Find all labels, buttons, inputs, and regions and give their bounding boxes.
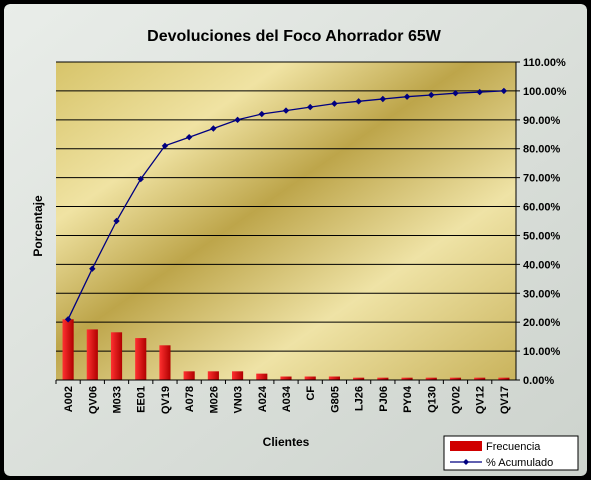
bar <box>328 376 340 380</box>
legend-swatch-acumulado-marker <box>463 459 469 465</box>
bar <box>207 371 219 380</box>
bar <box>449 377 462 380</box>
cumulative-point <box>355 98 362 105</box>
y-tick-label: 100.00% <box>523 86 567 98</box>
x-tick-label: M033 <box>112 386 124 414</box>
x-tick-label: A034 <box>281 385 293 412</box>
x-tick-label: VN03 <box>233 386 245 414</box>
bar <box>425 377 437 380</box>
x-tick-label: QV06 <box>87 386 99 414</box>
cumulative-point <box>307 103 314 111</box>
bar <box>401 377 413 380</box>
gridlines <box>56 61 516 352</box>
bars <box>62 319 510 380</box>
cumulative-point <box>331 100 338 107</box>
cumulative-point <box>282 107 290 114</box>
x-axis-label: Clientes <box>263 435 310 449</box>
cumulative-point <box>89 265 96 272</box>
cumulative-point <box>113 217 120 225</box>
cumulative-point <box>210 125 217 132</box>
y-tick-label: 20.00% <box>523 317 561 329</box>
cumulative-point <box>452 90 459 97</box>
y-tick-label: 90.00% <box>523 115 561 127</box>
y-tick-label: 110.00% <box>523 57 566 69</box>
x-axis-ticks: A002 QV06 M033 EE01 QV19 A078 M026 VN03 A024 A034… <box>55 380 511 414</box>
cumulative-point <box>476 88 483 96</box>
bar <box>280 376 292 380</box>
bar <box>232 371 244 380</box>
x-tick-label: PY04 <box>402 385 414 413</box>
y-tick-label: 70.00% <box>523 173 561 185</box>
y-tick-label: 30.00% <box>523 288 561 300</box>
bar <box>159 345 171 380</box>
legend-label-frecuencia: Frecuencia <box>486 441 541 453</box>
x-tick-label: QV02 <box>450 386 462 414</box>
x-tick-label: QV19 <box>160 386 172 414</box>
bar <box>256 373 268 380</box>
bar <box>110 332 123 380</box>
x-tick-label: PJ06 <box>378 386 390 412</box>
x-tick-label: LJ26 <box>354 386 366 411</box>
bar <box>86 329 98 380</box>
x-tick-label: A078 <box>184 386 196 412</box>
cumulative-point <box>137 175 144 183</box>
bar <box>135 338 147 380</box>
legend-swatch-frecuencia <box>450 441 482 451</box>
cumulative-point <box>64 316 72 323</box>
bar <box>377 377 389 380</box>
cumulative-point <box>234 116 241 124</box>
x-tick-label: M026 <box>208 386 220 414</box>
y-tick-label: 40.00% <box>523 259 561 271</box>
y-tick-label: 0.00% <box>523 375 554 387</box>
cumulative-line-layer <box>64 87 508 323</box>
pareto-chart: Devoluciones del Foco Ahorrador 65W 0.00… <box>4 4 587 476</box>
y-tick-label: 60.00% <box>523 202 561 214</box>
chart-frame: Devoluciones del Foco Ahorrador 65W 0.00… <box>4 4 587 476</box>
cumulative-point <box>258 110 265 118</box>
x-tick-label: A024 <box>257 385 269 412</box>
cumulative-point <box>161 142 169 150</box>
y-tick-label: 80.00% <box>523 144 561 156</box>
x-tick-label: Q130 <box>426 386 438 413</box>
cumulative-point <box>185 133 193 141</box>
x-tick-label: EE01 <box>136 386 148 413</box>
x-tick-label: QV12 <box>475 386 487 414</box>
cumulative-point <box>403 93 411 100</box>
bar <box>353 377 365 380</box>
x-tick-label: QV17 <box>499 386 511 414</box>
y-axis-label: Porcentaje <box>31 195 45 257</box>
x-tick-label: G805 <box>329 386 341 413</box>
x-tick-label: CF <box>305 386 317 401</box>
cumulative-point <box>379 95 387 103</box>
bar <box>304 376 316 380</box>
cumulative-point <box>428 91 435 99</box>
bar <box>183 371 195 380</box>
x-tick-label: A002 <box>63 386 75 412</box>
y-tick-label: 50.00% <box>523 230 561 242</box>
y-axis-ticks: 0.00% 10.00% 20.00% 30.00% 40.00% 50.00% 60.00… <box>516 57 567 387</box>
chart-title: Devoluciones del Foco Ahorrador 65W <box>147 28 442 45</box>
cumulative-point <box>500 87 508 95</box>
legend: Frecuencia % Acumulado <box>443 435 579 471</box>
plot-area <box>56 62 516 380</box>
legend-label-acumulado: % Acumulado <box>486 457 553 469</box>
bar <box>62 319 74 380</box>
bar <box>474 377 486 380</box>
bar <box>498 377 510 380</box>
y-tick-label: 10.00% <box>523 346 561 358</box>
